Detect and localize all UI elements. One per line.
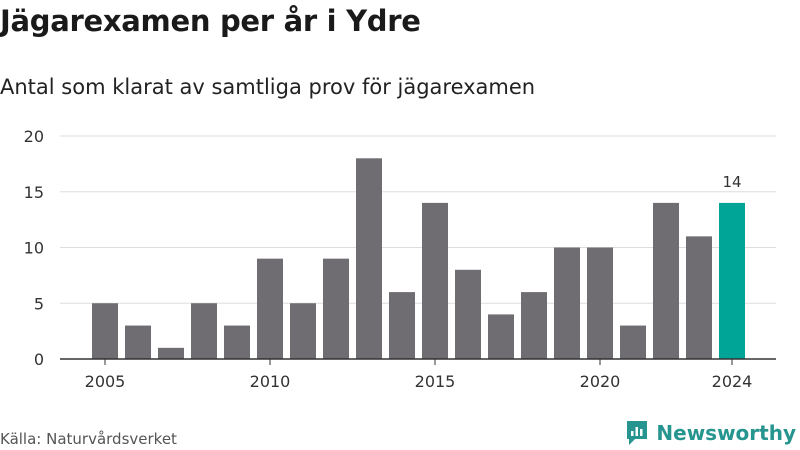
bar — [389, 292, 415, 359]
bar — [554, 247, 580, 359]
bar — [92, 303, 118, 359]
bar — [719, 202, 745, 359]
bar — [488, 314, 514, 359]
x-tick-label: 2020 — [580, 372, 621, 391]
bar — [422, 202, 448, 359]
brand-logo: Newsworthy — [625, 419, 796, 447]
chart-subtitle: Antal som klarat av samtliga prov för jä… — [0, 75, 536, 99]
bar — [290, 303, 316, 359]
bar — [257, 258, 283, 359]
bar — [158, 347, 184, 359]
y-tick-label: 15 — [24, 183, 44, 202]
bar — [455, 269, 481, 359]
bar — [356, 158, 382, 359]
x-tick-label: 2024 — [712, 372, 753, 391]
bar — [125, 325, 151, 359]
brand-name: Newsworthy — [656, 421, 796, 445]
source-note: Källa: Naturvårdsverket — [0, 430, 177, 448]
newsworthy-logo-icon — [627, 421, 648, 445]
bar — [620, 325, 646, 359]
y-tick-label: 20 — [24, 127, 44, 146]
x-tick-label: 2010 — [250, 372, 291, 391]
bar — [323, 258, 349, 359]
x-tick-label: 2005 — [85, 372, 126, 391]
y-tick-label: 5 — [34, 294, 44, 313]
bar — [587, 247, 613, 359]
bar — [686, 236, 712, 359]
bar — [653, 202, 679, 359]
data-label: 14 — [722, 173, 741, 191]
x-tick-label: 2015 — [415, 372, 456, 391]
bar — [521, 292, 547, 359]
y-tick-label: 10 — [24, 239, 44, 258]
y-tick-label: 0 — [34, 350, 44, 369]
chart-title: Jägarexamen per år i Ydre — [0, 4, 421, 38]
bar — [191, 303, 217, 359]
bar — [224, 325, 250, 359]
